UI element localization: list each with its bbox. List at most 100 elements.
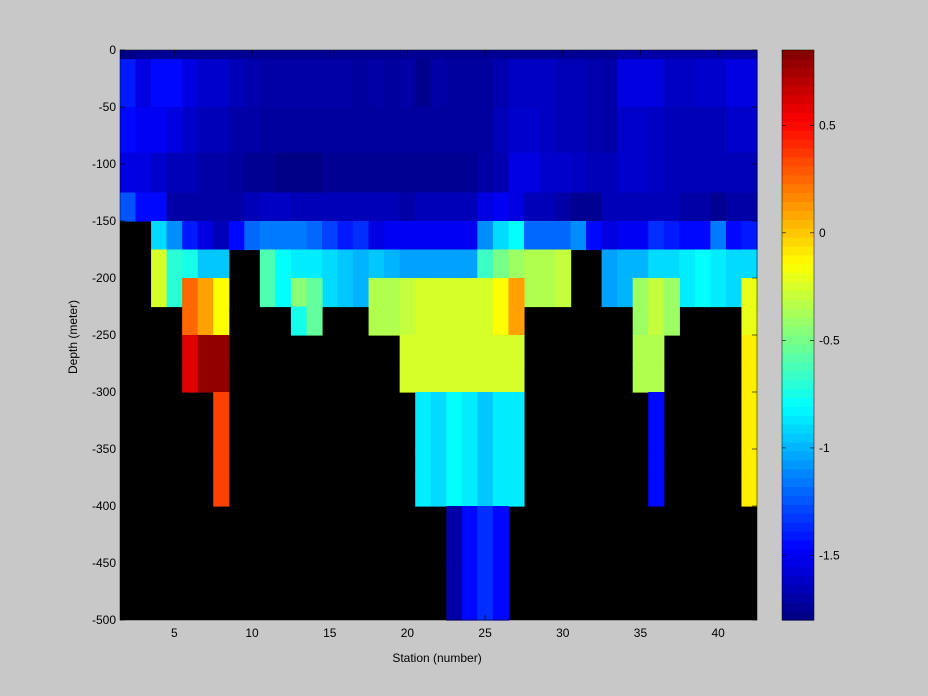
colorbar-swatch [782, 139, 814, 149]
heatmap-cell [415, 335, 432, 365]
heatmap-cell [337, 59, 354, 108]
heatmap-cell [492, 335, 510, 365]
heatmap-cell [570, 59, 587, 108]
colorbar-swatch [782, 441, 814, 452]
heatmap-cell [321, 249, 339, 279]
heatmap-cell [182, 335, 199, 365]
heatmap-cell [632, 221, 649, 251]
heatmap-cell [337, 249, 354, 279]
heatmap-cell [477, 335, 494, 365]
heatmap-cell [741, 335, 758, 365]
heatmap-cell [710, 221, 727, 251]
heatmap-cell [446, 306, 463, 336]
heatmap-cell [368, 192, 385, 222]
heatmap-cell [446, 591, 463, 621]
heatmap-cell [632, 152, 649, 194]
heatmap-cell [477, 59, 494, 108]
colorbar-swatch [782, 192, 814, 203]
heatmap-cell [213, 107, 230, 154]
heatmap-cell [710, 50, 727, 60]
heatmap-cell [213, 363, 230, 393]
heatmap-cell [492, 506, 510, 564]
heatmap-cell [601, 107, 618, 154]
heatmap-cell [120, 107, 137, 154]
heatmap-cell [679, 59, 696, 108]
heatmap-cell [617, 249, 634, 279]
heatmap-cell [477, 152, 494, 194]
heatmap-cell [632, 335, 649, 365]
heatmap-cell [306, 306, 323, 336]
colorbar-swatch [782, 326, 814, 336]
heatmap-cell [259, 192, 276, 222]
heatmap-cell [228, 221, 245, 251]
x-tick-label: 5 [171, 626, 178, 640]
heatmap-cell [399, 249, 416, 279]
heatmap-cell [648, 306, 665, 336]
heatmap-cell [679, 192, 696, 222]
heatmap-cell [741, 249, 758, 279]
heatmap-cell [290, 306, 308, 336]
heatmap-cell [213, 477, 230, 507]
heatmap-cell [446, 363, 463, 393]
heatmap-cell [290, 249, 308, 279]
x-tick-label: 40 [711, 626, 725, 640]
heatmap-cell [555, 278, 572, 308]
heatmap-cell [694, 107, 711, 154]
heatmap-cell [508, 249, 525, 279]
heatmap-cell [415, 107, 432, 154]
heatmap-cell [523, 50, 541, 60]
heatmap-cell [632, 249, 649, 279]
heatmap-cell [539, 152, 556, 194]
heatmap-cell [213, 59, 230, 108]
heatmap-cell [430, 221, 447, 251]
heatmap-cell [197, 192, 214, 222]
heatmap-cell [710, 278, 727, 308]
colorbar-swatch [782, 593, 814, 603]
heatmap-cell [663, 59, 680, 108]
heatmap-cell [415, 449, 432, 479]
heatmap-cell [213, 152, 230, 194]
heatmap-cell [555, 249, 572, 279]
y-axis-title: Depth (meter) [66, 300, 80, 374]
heatmap-cell [384, 50, 401, 60]
colorbar-swatch [782, 156, 814, 167]
heatmap-cell [151, 107, 168, 154]
heatmap-cell [617, 192, 634, 222]
colorbar-swatch [782, 58, 814, 69]
colorbar-swatch [782, 432, 814, 443]
heatmap-cell [446, 477, 463, 507]
heatmap-cell [135, 50, 152, 60]
colorbar-swatch [782, 566, 814, 577]
heatmap-cell [399, 59, 416, 108]
x-tick-label: 30 [556, 626, 570, 640]
heatmap-cell [508, 392, 525, 450]
y-tick-label: -200 [92, 271, 116, 285]
heatmap-cell [694, 249, 711, 279]
heatmap-cell [353, 221, 370, 251]
heatmap-cell [555, 221, 572, 251]
heatmap-cell [384, 192, 401, 222]
heatmap-cell [135, 192, 152, 222]
heatmap-cell [166, 152, 183, 194]
heatmap-cell [213, 278, 230, 308]
heatmap-cell [617, 278, 634, 308]
heatmap-cell [477, 363, 494, 393]
x-tick-label: 10 [245, 626, 259, 640]
heatmap-cell [555, 192, 572, 222]
colorbar-swatch [782, 67, 814, 78]
heatmap-cell [570, 192, 587, 222]
heatmap-cell [368, 306, 385, 336]
heatmap-cell [430, 392, 447, 450]
colorbar-swatch [782, 254, 814, 265]
heatmap-cell [197, 335, 214, 365]
colorbar-swatch [782, 147, 814, 158]
heatmap-cell [353, 278, 370, 308]
heatmap-cell [399, 278, 416, 308]
heatmap-cell [197, 278, 214, 308]
heatmap-cell [461, 59, 478, 108]
heatmap-cell [725, 59, 743, 108]
heatmap-cell [461, 107, 478, 154]
heatmap-cell [384, 221, 401, 251]
heatmap-cell [213, 335, 230, 365]
heatmap-cell [275, 50, 292, 60]
